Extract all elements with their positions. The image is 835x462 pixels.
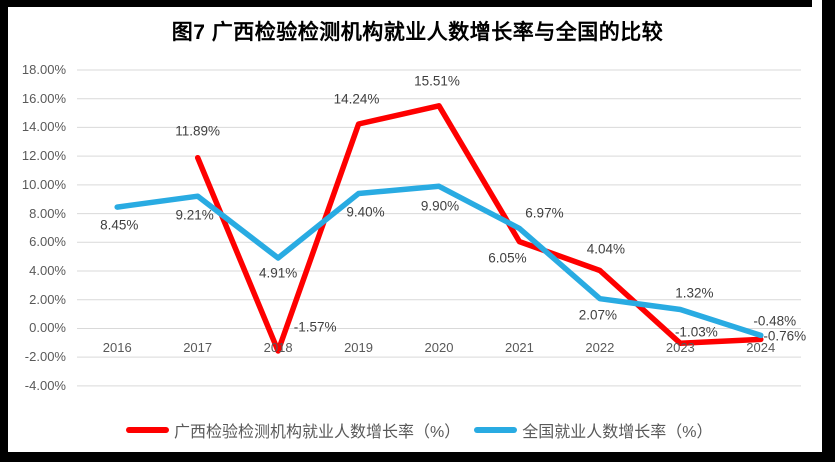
data-label: 15.51%	[414, 73, 460, 89]
data-label: 4.04%	[586, 241, 626, 257]
data-label: -1.03%	[674, 324, 718, 340]
window-border-right	[822, 0, 835, 462]
x-axis-tick-label: 2018	[263, 340, 293, 355]
data-label: -0.76%	[763, 328, 807, 344]
series-line-guangxi	[194, 103, 764, 354]
data-label: 9.90%	[420, 198, 460, 214]
window-border-top	[0, 0, 812, 7]
y-axis-tick-label: 0.00%	[29, 320, 66, 336]
data-label: 14.24%	[333, 91, 380, 107]
window-border-bottom	[0, 452, 835, 462]
data-label: 6.97%	[525, 205, 564, 221]
legend-line-swatch-national	[474, 427, 518, 433]
chart-title: 图7 广西检验检测机构就业人数增长率与全国的比较	[171, 21, 664, 44]
y-axis-tick-label: 10.00%	[21, 176, 66, 192]
x-axis-tick-label: 2017	[183, 340, 213, 355]
y-axis-tick-label: 18.00%	[21, 62, 66, 77]
data-label: 11.89%	[175, 123, 221, 139]
x-axis-tick-label: 2023	[665, 340, 695, 355]
y-axis-tick-label: 16.00%	[21, 90, 66, 106]
data-label: -0.48%	[753, 313, 797, 329]
x-axis-tick-label: 2016	[102, 340, 132, 355]
data-label: 2.07%	[578, 307, 618, 323]
y-axis-tick-label: -4.00%	[24, 377, 66, 393]
y-axis-tick-label: 6.00%	[29, 234, 66, 250]
y-axis-tick-label: 12.00%	[21, 148, 66, 164]
data-label: 9.40%	[346, 204, 385, 220]
y-axis-tick-label: 2.00%	[29, 291, 66, 307]
data-label: 6.05%	[488, 250, 527, 266]
legend-item-guangxi: 广西检验检测机构就业人数增长率（%）	[126, 418, 460, 442]
x-axis-tick-label: 2020	[424, 340, 454, 355]
data-label: 8.45%	[100, 217, 139, 233]
x-axis-tick-label: 2021	[504, 340, 534, 355]
data-label: 9.21%	[175, 207, 214, 223]
y-axis-tick-label: 4.00%	[29, 263, 66, 279]
legend-item-national: 全国就业人数增长率（%）	[474, 418, 712, 442]
legend: 广西检验检测机构就业人数增长率（%） 全国就业人数增长率（%）	[126, 418, 712, 442]
series-line-national	[114, 183, 764, 339]
y-axis-tick-label: 8.00%	[29, 205, 66, 221]
data-label: 1.32%	[675, 285, 714, 300]
legend-item-label: 全国就业人数增长率（%）	[522, 424, 713, 441]
y-axis-tick-label: 14.00%	[21, 119, 66, 135]
legend-line-swatch-guangxi	[126, 427, 169, 433]
window-border-left	[0, 0, 8, 462]
x-axis-tick-label: 2019	[344, 340, 373, 355]
y-axis-tick-label: -2.00%	[24, 349, 66, 365]
data-label: -1.57%	[293, 319, 337, 335]
x-axis-tick-label: 2022	[585, 340, 615, 355]
x-axis-tick-label: 2024	[746, 340, 776, 355]
data-label: 4.91%	[258, 265, 298, 281]
legend-item-label: 广西检验检测机构就业人数增长率（%）	[174, 424, 461, 441]
